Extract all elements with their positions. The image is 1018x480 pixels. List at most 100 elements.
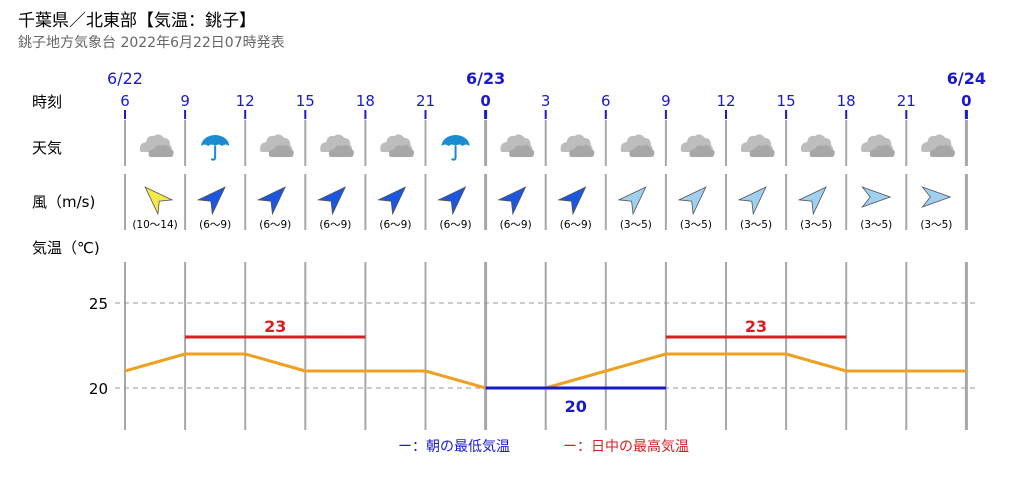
wind-arrow-shape bbox=[921, 186, 952, 208]
umbrella-handle bbox=[451, 146, 457, 161]
wind-speed-label: (6〜9) bbox=[560, 219, 592, 231]
y-tick-label: 20 bbox=[89, 380, 108, 398]
wind-arrow-icon bbox=[921, 186, 952, 208]
cloud-icon bbox=[740, 134, 775, 157]
wind-speed-label: (6〜9) bbox=[440, 219, 472, 231]
umbrella-handle bbox=[210, 146, 217, 161]
legend-max-label: ー：日中の最高気温 bbox=[563, 438, 689, 455]
wind-arrow-icon bbox=[256, 186, 286, 216]
hour-label: 21 bbox=[416, 92, 435, 110]
date-label: 6/22 bbox=[107, 69, 143, 88]
wind-arrow-icon bbox=[677, 186, 707, 216]
legend-min-label: ー：朝の最低気温 bbox=[398, 439, 510, 455]
max-temp-label: 23 bbox=[264, 317, 286, 336]
wind-speed-label: (3〜5) bbox=[740, 219, 772, 231]
wind-arrow-icon bbox=[557, 186, 587, 216]
hour-label: 12 bbox=[716, 92, 735, 110]
umbrella-canopy bbox=[441, 135, 470, 146]
wind-arrow-shape bbox=[677, 186, 707, 216]
cloud-icon bbox=[320, 134, 354, 157]
wind-arrow-shape bbox=[617, 186, 647, 216]
hour-label: 18 bbox=[837, 92, 856, 110]
row-label-weather: 天気 bbox=[32, 139, 62, 157]
hour-label: 12 bbox=[236, 92, 255, 110]
cloud-front bbox=[749, 145, 775, 157]
cloud-front bbox=[569, 145, 595, 157]
cloud-front bbox=[509, 145, 535, 157]
wind-arrow-icon bbox=[497, 186, 527, 216]
wind-speed-label: (3〜5) bbox=[680, 219, 712, 231]
max-temp-label: 23 bbox=[745, 317, 767, 336]
row-label-wind: 風（m/s) bbox=[32, 193, 95, 211]
cloud-front bbox=[389, 145, 415, 157]
wind-arrow-shape bbox=[797, 186, 827, 216]
cloud-icon bbox=[800, 134, 835, 157]
date-label: 6/24 bbox=[947, 69, 986, 88]
cloud-front bbox=[328, 145, 354, 157]
wind-arrow-shape bbox=[437, 186, 467, 216]
wind-speed-label: (6〜9) bbox=[199, 219, 231, 231]
wind-arrow-shape bbox=[196, 186, 226, 216]
wind-arrow-icon bbox=[617, 186, 647, 216]
cloud-front bbox=[629, 145, 655, 157]
wind-arrow-icon bbox=[196, 186, 226, 216]
page-title: 千葉県／北東部【気温：銚子】 bbox=[18, 11, 256, 31]
date-label: 6/23 bbox=[466, 69, 505, 88]
cloud-icon bbox=[139, 134, 174, 157]
wind-arrow-shape bbox=[144, 186, 174, 216]
wind-speed-label: (3〜5) bbox=[860, 219, 892, 231]
wind-arrow-shape bbox=[737, 186, 767, 216]
min-temp-label: 20 bbox=[565, 397, 587, 416]
wind-arrow-shape bbox=[256, 186, 286, 216]
wind-arrow-shape bbox=[861, 186, 892, 208]
wind-speed-label: (6〜9) bbox=[319, 219, 351, 231]
hour-label: 21 bbox=[897, 92, 916, 110]
cloud-front bbox=[148, 145, 174, 157]
cloud-icon bbox=[260, 134, 294, 157]
wind-arrow-icon bbox=[797, 186, 827, 216]
wind-arrow-icon bbox=[861, 186, 892, 208]
umbrella-icon bbox=[201, 135, 230, 161]
hour-label: 18 bbox=[356, 92, 375, 110]
cloud-icon bbox=[861, 134, 895, 157]
wind-arrow-shape bbox=[557, 186, 587, 216]
hour-label: 6 bbox=[120, 92, 130, 110]
wind-arrow-icon bbox=[737, 186, 767, 216]
cloud-icon bbox=[380, 134, 415, 157]
wind-speed-label: (6〜9) bbox=[259, 219, 291, 231]
cloud-front bbox=[689, 145, 715, 157]
row-label-time: 時刻 bbox=[32, 93, 62, 111]
cloud-icon bbox=[560, 134, 595, 157]
hour-label: 9 bbox=[180, 92, 190, 110]
cloud-icon bbox=[680, 134, 715, 157]
y-tick-label: 25 bbox=[89, 295, 108, 313]
wind-arrow-icon bbox=[437, 186, 467, 216]
cloud-front bbox=[268, 145, 294, 157]
wind-speed-label: (3〜5) bbox=[620, 219, 652, 231]
cloud-front bbox=[869, 145, 895, 157]
hour-label: 0 bbox=[480, 92, 490, 110]
wind-arrow-shape bbox=[316, 186, 347, 216]
wind-arrow-shape bbox=[377, 186, 407, 216]
wind-speed-label: (3〜5) bbox=[800, 219, 832, 231]
hour-label: 3 bbox=[541, 92, 551, 110]
hour-label: 15 bbox=[296, 92, 315, 110]
hour-label: 6 bbox=[601, 92, 611, 110]
wind-speed-label: (6〜9) bbox=[500, 219, 532, 231]
umbrella-icon bbox=[441, 135, 470, 161]
wind-arrow-icon bbox=[316, 186, 347, 216]
cloud-icon bbox=[921, 134, 955, 157]
cloud-icon bbox=[620, 134, 655, 157]
hour-label: 15 bbox=[777, 92, 796, 110]
cloud-front bbox=[929, 145, 955, 157]
wind-speed-label: (10〜14) bbox=[132, 219, 177, 231]
page-subtitle: 銚子地方気象台 2022年6月22日07時発表 bbox=[18, 35, 285, 51]
cloud-icon bbox=[500, 134, 535, 157]
wind-speed-label: (3〜5) bbox=[920, 219, 952, 231]
wind-arrow-icon bbox=[377, 186, 407, 216]
umbrella-canopy bbox=[201, 135, 230, 146]
wind-speed-label: (6〜9) bbox=[379, 219, 411, 231]
hour-label: 9 bbox=[661, 92, 671, 110]
hour-label: 0 bbox=[961, 92, 971, 110]
cloud-front bbox=[809, 145, 835, 157]
